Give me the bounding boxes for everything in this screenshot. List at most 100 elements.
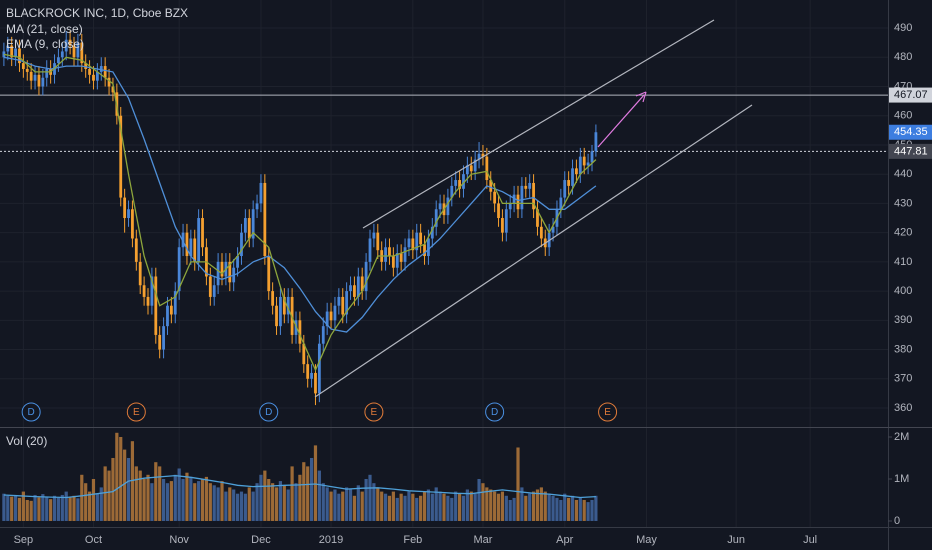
- x-tick-label: Nov: [169, 534, 189, 546]
- volume-bar: [399, 493, 403, 521]
- candle-body: [18, 48, 21, 64]
- channel-upper: [362, 19, 715, 229]
- volume-bar: [25, 499, 29, 521]
- candle-body: [341, 296, 345, 315]
- volume-bar: [255, 483, 259, 521]
- volume-bar: [169, 481, 173, 521]
- volume-bar: [551, 495, 555, 521]
- event-marker: [598, 402, 618, 422]
- candle-body: [263, 182, 267, 257]
- x-tick-label: Dec: [251, 534, 271, 546]
- volume-bar: [49, 499, 53, 521]
- volume-bar: [165, 483, 170, 521]
- candle-body: [508, 203, 512, 210]
- x-tick-label: Jun: [727, 534, 745, 546]
- y-tick-label: 370: [894, 373, 912, 385]
- volume-bar: [403, 495, 407, 521]
- volume-bar: [282, 485, 286, 521]
- volume-bar: [430, 493, 434, 521]
- volume-bar: [60, 494, 64, 521]
- volume-bar: [496, 493, 501, 521]
- volume-bar: [512, 497, 516, 521]
- volume-bar: [17, 497, 22, 521]
- volume-bar: [578, 497, 582, 521]
- candle-body: [559, 197, 563, 210]
- candle-body: [68, 39, 72, 46]
- volume-bar: [216, 487, 220, 521]
- y-tick-label: 400: [894, 285, 912, 297]
- candle-body: [25, 68, 29, 72]
- volume-bar: [528, 493, 532, 521]
- event-marker: [259, 402, 279, 422]
- projection-arrow: [597, 94, 645, 148]
- volume-bar: [531, 491, 536, 521]
- candle-body: [391, 256, 395, 268]
- volume-bar: [111, 457, 115, 521]
- candle-body: [146, 296, 150, 306]
- volume-bar: [72, 495, 76, 521]
- volume-bar: [204, 476, 209, 521]
- volume-bar: [294, 483, 298, 521]
- candle-body: [349, 285, 352, 292]
- candle-body: [532, 182, 535, 210]
- candle-body: [539, 226, 543, 239]
- candle-body: [582, 156, 586, 166]
- candle-body: [368, 238, 372, 262]
- x-tick-label: Jul: [803, 534, 817, 546]
- candle-body: [395, 253, 399, 268]
- candle-body: [430, 226, 434, 239]
- event-label: E: [371, 407, 378, 418]
- volume-bar: [29, 500, 33, 521]
- candle-body: [516, 194, 520, 210]
- candle-body: [575, 168, 578, 175]
- candle-body: [134, 238, 138, 262]
- volume-bar: [251, 491, 255, 521]
- candle-body: [423, 244, 426, 257]
- volume-bar: [87, 491, 92, 521]
- volume-bar: [481, 483, 485, 521]
- volume-bar: [442, 493, 446, 521]
- volume-bar: [142, 478, 146, 521]
- volume-bar: [2, 493, 6, 521]
- candle-body: [177, 247, 181, 292]
- volume-bar: [341, 491, 345, 521]
- volume-bar: [232, 489, 236, 521]
- volume-bar: [368, 474, 372, 521]
- volume-bar: [161, 478, 166, 521]
- candle-body: [501, 218, 504, 233]
- candle-body: [271, 291, 275, 306]
- volume-bar: [387, 495, 392, 521]
- volume-bar: [235, 493, 240, 521]
- volume-bar: [325, 487, 329, 521]
- volume-bar: [559, 499, 563, 521]
- volume-bar: [500, 491, 505, 521]
- volume-bar: [200, 478, 205, 521]
- volume-bar: [570, 495, 575, 521]
- y-tick-label: 440: [894, 168, 912, 180]
- event-label: D: [28, 407, 35, 418]
- volume-bar: [193, 483, 197, 521]
- candle-body: [228, 261, 232, 283]
- volume-bar: [352, 495, 357, 521]
- candle-body: [127, 209, 130, 219]
- volume-bar: [446, 495, 450, 521]
- candle-body: [427, 238, 430, 257]
- candle-body: [154, 276, 158, 335]
- volume-bar: [348, 489, 353, 521]
- candle-body: [473, 159, 477, 172]
- volume-bar: [454, 491, 458, 521]
- volume-bar: [317, 470, 321, 521]
- candle-body: [76, 42, 80, 58]
- volume-bar: [126, 457, 131, 521]
- candle-body: [586, 162, 590, 166]
- candle-body: [208, 276, 212, 297]
- volume-tick-label: 2M: [894, 431, 909, 443]
- candle-body: [41, 77, 45, 87]
- price-label-box: [889, 87, 932, 103]
- candle-body: [29, 71, 33, 81]
- candle-body: [419, 232, 423, 245]
- candle-body: [14, 48, 17, 58]
- candle-body: [306, 364, 310, 379]
- legend-ema9: EMA (9, close): [6, 37, 84, 51]
